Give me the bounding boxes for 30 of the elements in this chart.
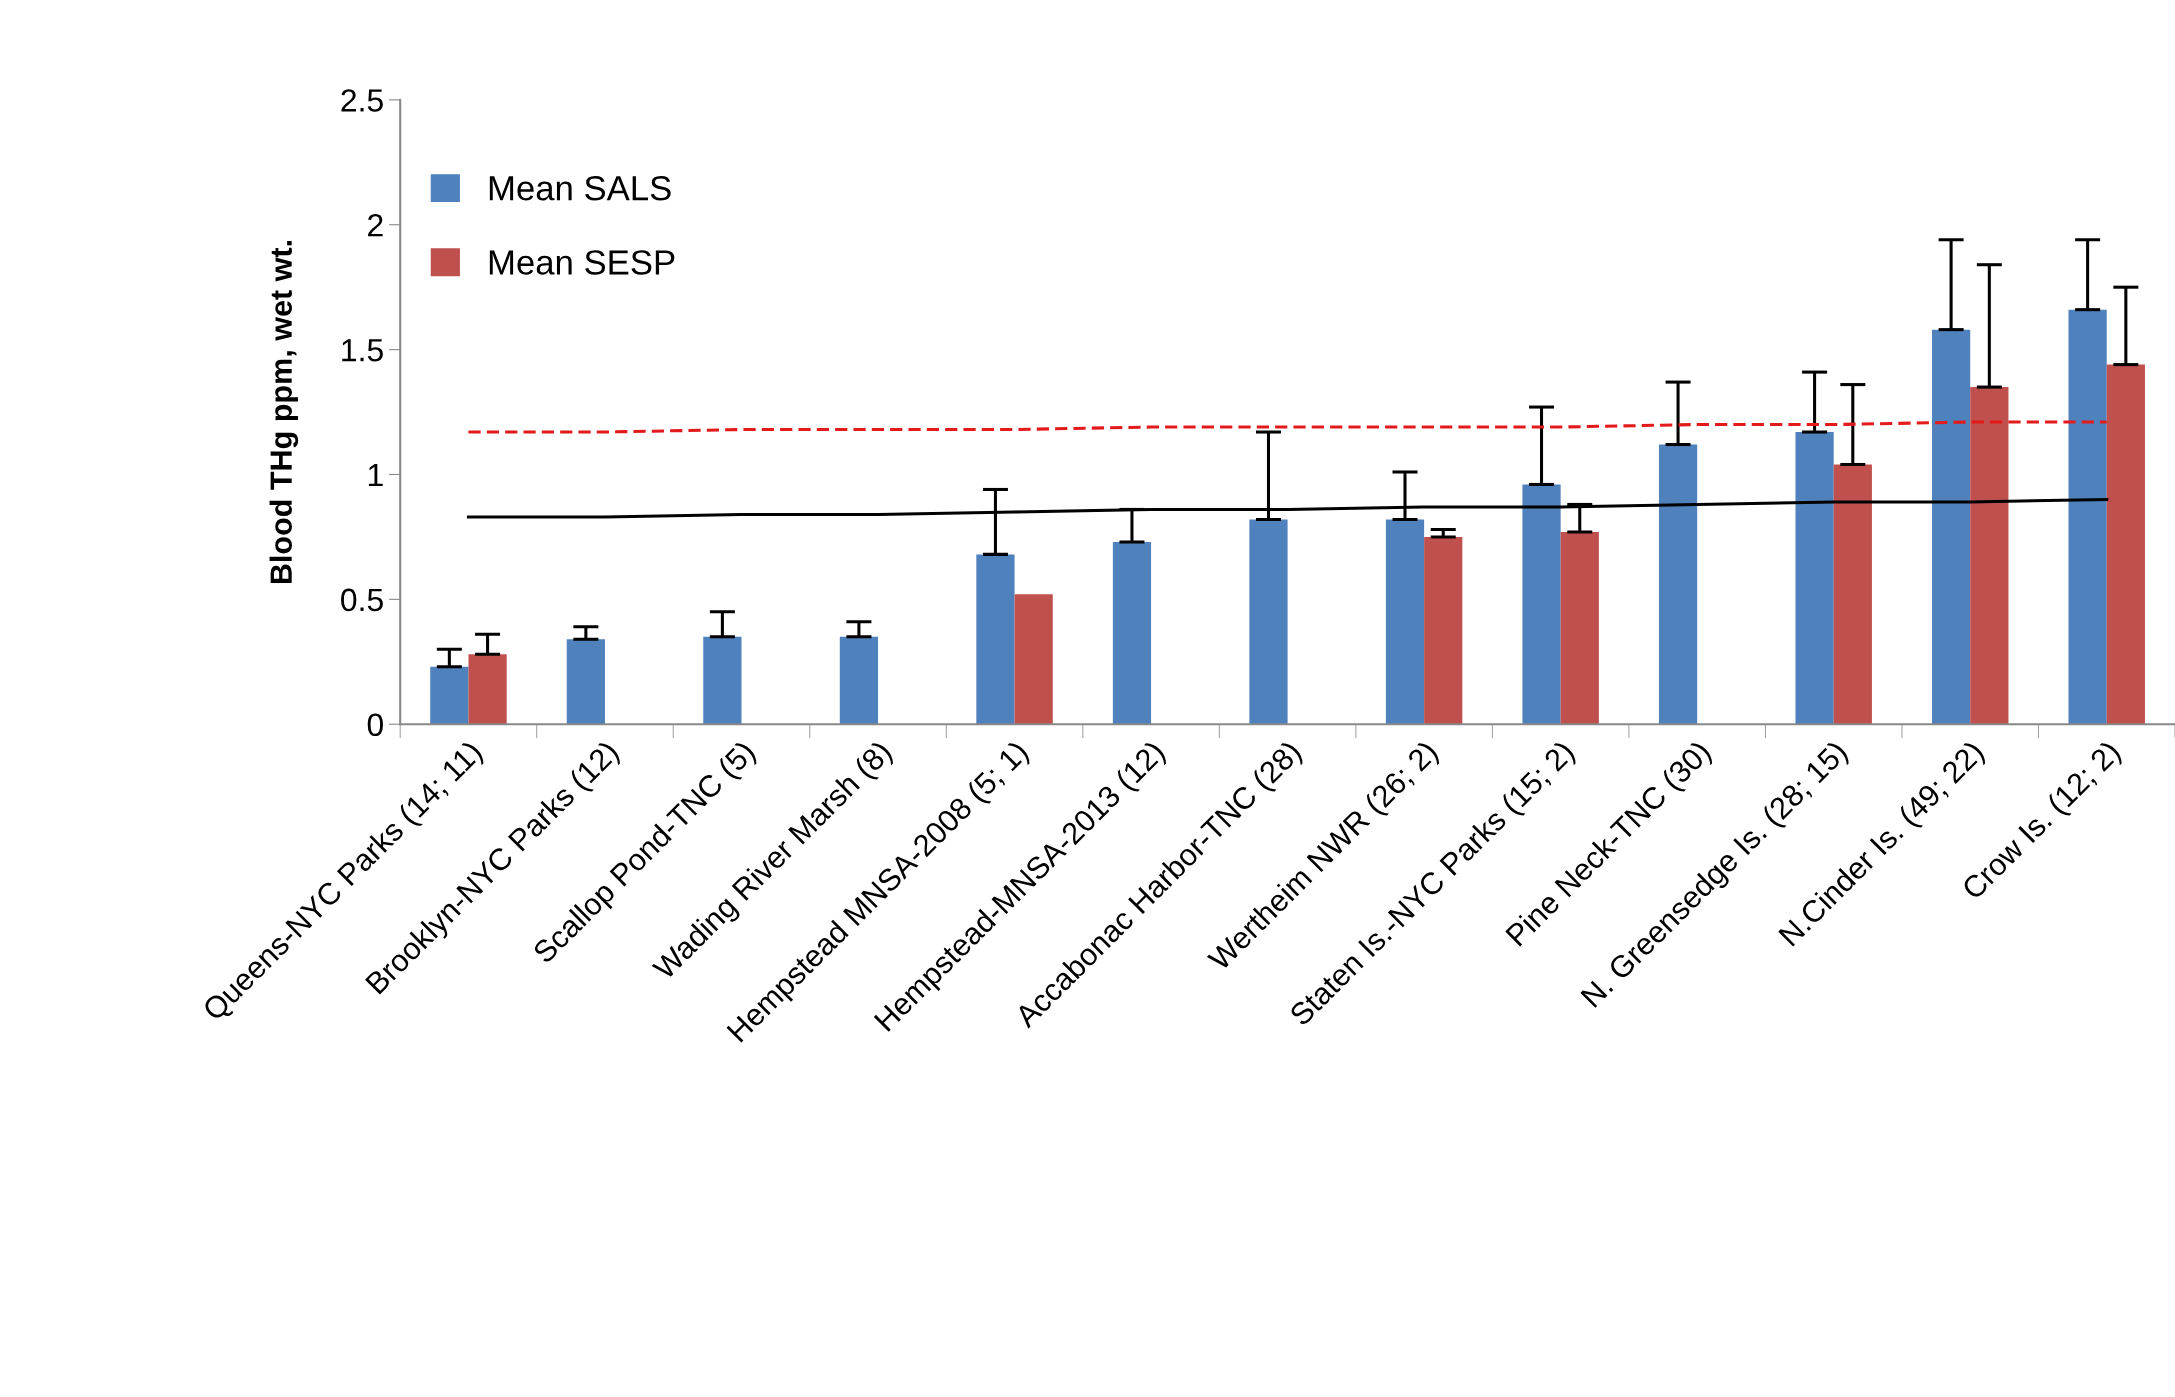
legend-label: Mean SALS bbox=[489, 175, 671, 201]
bar bbox=[1522, 484, 1561, 725]
bar bbox=[2106, 364, 2145, 725]
bar bbox=[2068, 309, 2107, 725]
y-tick-label: 0 bbox=[367, 713, 383, 737]
bar bbox=[1795, 432, 1834, 725]
y-tick-label: 1.5 bbox=[342, 339, 383, 362]
bar bbox=[1970, 387, 2009, 725]
bar bbox=[839, 636, 879, 725]
bar bbox=[1385, 519, 1425, 725]
bar bbox=[1014, 594, 1053, 725]
bar bbox=[976, 554, 1015, 725]
bar bbox=[1658, 444, 1698, 725]
bar bbox=[430, 666, 469, 725]
bar bbox=[1249, 519, 1288, 725]
bar bbox=[566, 639, 605, 725]
y-axis-title: Blood THg ppm, wet wt. bbox=[269, 241, 299, 584]
bar bbox=[468, 654, 507, 725]
bar bbox=[1560, 531, 1599, 725]
y-tick-label: 2.5 bbox=[341, 89, 383, 112]
line-series bbox=[466, 420, 2109, 434]
bar bbox=[1833, 464, 1872, 725]
y-tick-label: 1 bbox=[368, 464, 383, 487]
bar bbox=[1112, 541, 1152, 725]
bar bbox=[1931, 329, 1971, 725]
y-tick-label: 0.5 bbox=[341, 588, 383, 612]
bar bbox=[1424, 536, 1463, 725]
bar bbox=[703, 636, 742, 725]
legend-label: Mean SESP bbox=[489, 250, 675, 275]
y-tick-label: 2 bbox=[368, 214, 383, 237]
